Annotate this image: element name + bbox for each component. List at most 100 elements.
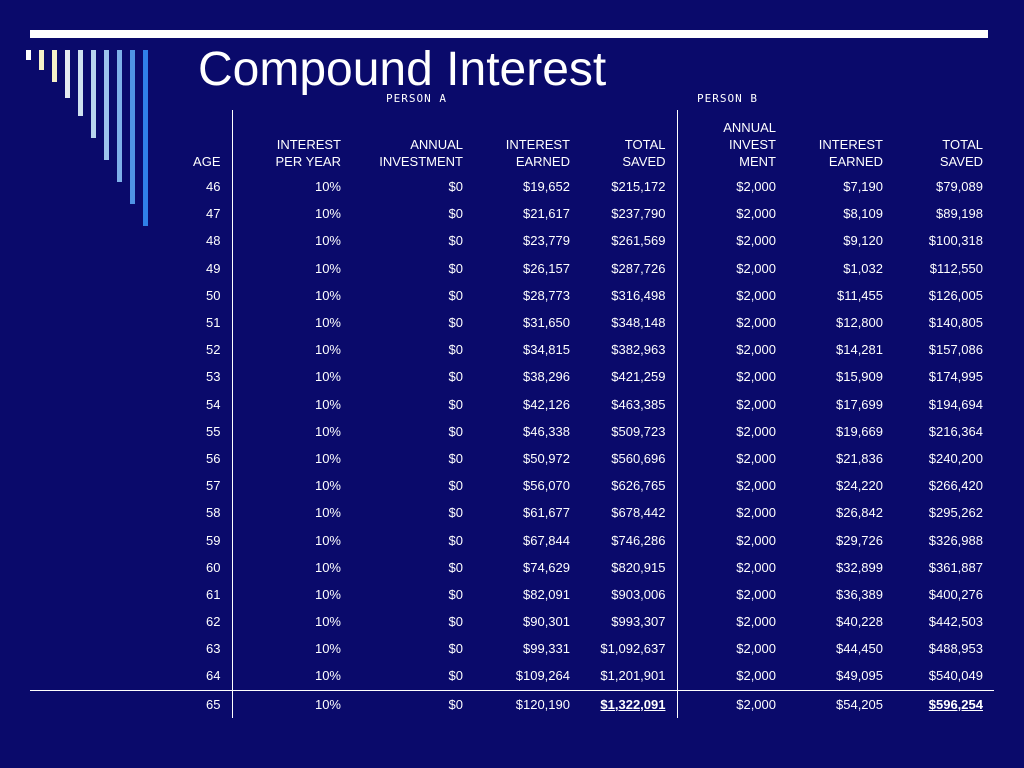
cell-b-total-saved: $174,995 — [928, 369, 983, 385]
cell-a-annual-investment: $0 — [448, 287, 463, 303]
cell-a-annual-investment: $0 — [448, 668, 463, 684]
cell-a-interest-earned: $82,091 — [523, 586, 570, 602]
cell-interest-rate: 10% — [314, 586, 341, 602]
table-row: 49 10% $0 $26,157 $287,726 $2,000 $1,032 $112,5… — [30, 254, 994, 282]
cell-a-annual-investment: $0 — [448, 233, 463, 249]
cell-b-annual-investment: $2,000 — [736, 315, 776, 331]
cell-b-interest-earned: $32,899 — [836, 559, 883, 575]
cell-a-annual-investment: $0 — [448, 315, 463, 331]
cell-a-annual-investment: $0 — [448, 342, 463, 358]
cell-a-interest-earned: $42,126 — [523, 396, 570, 412]
cell-age: 46 — [30, 173, 233, 201]
cell-a-annual-investment: $0 — [448, 614, 463, 630]
cell-a-total-saved: $993,307 — [581, 608, 678, 636]
cell-a-annual-investment: $0 — [448, 559, 463, 575]
table-row: 62 10% $0 $90,301 $993,307 $2,000 $40,228 $442,… — [30, 608, 994, 636]
cell-interest-rate: 10% — [314, 369, 341, 385]
cell-b-interest-earned: $9,120 — [843, 233, 883, 249]
table-row: 63 10% $0 $99,331 $1,092,637 $2,000 $44,450 $48… — [30, 635, 994, 663]
cell-age: 62 — [30, 608, 233, 636]
cell-b-total-saved: $295,262 — [928, 505, 983, 521]
header-age: AGE — [30, 110, 233, 173]
cell-a-total-saved: $903,006 — [581, 580, 678, 608]
cell-a-annual-investment: $0 — [448, 179, 463, 195]
cell-a-annual-investment: $0 — [448, 478, 463, 494]
cell-a-total-saved: $382,963 — [581, 336, 678, 364]
compound-interest-table: AGE INTEREST PER YEAR ANNUAL INVESTMENT IN… — [30, 110, 994, 718]
cell-b-interest-earned: $36,389 — [836, 586, 883, 602]
cell-b-annual-investment: $2,000 — [736, 396, 776, 412]
section-label-person-a: PERSON A — [386, 92, 447, 105]
cell-a-annual-investment: $0 — [448, 450, 463, 466]
cell-b-total-saved: $400,276 — [928, 586, 983, 602]
cell-a-total-saved: $215,172 — [581, 173, 678, 201]
cell-a-total-saved: $509,723 — [581, 417, 678, 445]
table-row: 53 10% $0 $38,296 $421,259 $2,000 $15,909 $174,… — [30, 363, 994, 391]
cell-b-interest-earned: $1,032 — [843, 260, 883, 276]
cell-b-interest-earned: $14,281 — [836, 342, 883, 358]
cell-b-interest-earned: $26,842 — [836, 505, 883, 521]
section-label-person-b: PERSON B — [697, 92, 758, 105]
cell-a-annual-investment: $0 — [448, 505, 463, 521]
cell-age: 55 — [30, 417, 233, 445]
header-a-interest-earned: INTEREST EARNED — [505, 137, 570, 169]
cell-a-interest-earned: $31,650 — [523, 315, 570, 331]
cell-a-interest-earned: $61,677 — [523, 505, 570, 521]
cell-interest-rate: 10% — [314, 423, 341, 439]
cell-age: 56 — [30, 444, 233, 473]
header-interest-per-year: INTEREST PER YEAR — [275, 137, 341, 169]
cell-interest-rate: 10% — [314, 505, 341, 521]
cell-a-interest-earned: $28,773 — [523, 287, 570, 303]
cell-a-interest-earned: $21,617 — [523, 206, 570, 222]
cell-b-interest-earned: $44,450 — [836, 641, 883, 657]
cell-a-total-saved: $421,259 — [581, 363, 678, 391]
cell-a-interest-earned: $120,190 — [474, 689, 581, 718]
cell-b-total-saved: $140,805 — [928, 315, 983, 331]
table-row: 65 10% $0 $120,190 $1,322,091 $2,000 $54,205 $5… — [30, 689, 994, 718]
cell-interest-rate: 10% — [314, 614, 341, 630]
cell-a-interest-earned: $90,301 — [523, 614, 570, 630]
cell-interest-rate: 10% — [314, 641, 341, 657]
cell-a-annual-investment: $0 — [448, 641, 463, 657]
cell-b-total-saved: $100,318 — [928, 233, 983, 249]
cell-a-total-saved: $560,696 — [581, 444, 678, 473]
cell-b-interest-earned: $11,455 — [836, 287, 883, 303]
cell-a-annual-investment: $0 — [448, 206, 463, 222]
cell-age: 51 — [30, 308, 233, 337]
cell-b-total-saved: $361,887 — [928, 559, 983, 575]
cell-b-interest-earned: $21,836 — [836, 450, 883, 466]
cell-interest-rate: 10% — [314, 233, 341, 249]
cell-age: 54 — [30, 390, 233, 418]
table-row: 60 10% $0 $74,629 $820,915 $2,000 $32,899 $361,… — [30, 553, 994, 581]
decorative-bar — [39, 50, 44, 70]
cell-age: 49 — [30, 254, 233, 282]
cell-a-total-saved: $1,322,091 — [581, 689, 678, 718]
page-title: Compound Interest — [198, 43, 607, 96]
cell-b-total-saved: $488,953 — [928, 641, 983, 657]
cell-interest-rate: 10% — [232, 689, 352, 718]
cell-a-total-saved: $1,201,901 — [581, 662, 678, 691]
top-rule — [30, 30, 988, 38]
cell-a-total-saved: $348,148 — [581, 308, 678, 337]
cell-a-total-saved: $820,915 — [581, 553, 678, 581]
cell-b-interest-earned: $29,726 — [836, 532, 883, 548]
cell-b-interest-earned: $8,109 — [843, 206, 883, 222]
cell-a-total-saved: $463,385 — [581, 390, 678, 418]
cell-b-total-saved: $540,049 — [928, 668, 983, 684]
decorative-bar — [91, 50, 96, 138]
cell-b-total-saved: $216,364 — [928, 423, 983, 439]
cell-b-interest-earned: $40,228 — [836, 614, 883, 630]
cell-a-annual-investment: $0 — [448, 586, 463, 602]
table-row: 56 10% $0 $50,972 $560,696 $2,000 $21,836 $240,… — [30, 444, 994, 473]
cell-a-interest-earned: $109,264 — [515, 668, 570, 684]
cell-b-total-saved: $89,198 — [936, 206, 983, 222]
decorative-bar — [52, 50, 57, 82]
decorative-bar — [26, 50, 31, 60]
cell-a-interest-earned: $26,157 — [523, 260, 570, 276]
cell-b-annual-investment: $2,000 — [736, 478, 776, 494]
cell-b-annual-investment: $2,000 — [736, 668, 776, 684]
cell-a-interest-earned: $56,070 — [523, 478, 570, 494]
table-row: 59 10% $0 $67,844 $746,286 $2,000 $29,726 $326,… — [30, 526, 994, 554]
cell-interest-rate: 10% — [314, 668, 341, 684]
cell-age: 58 — [30, 499, 233, 527]
